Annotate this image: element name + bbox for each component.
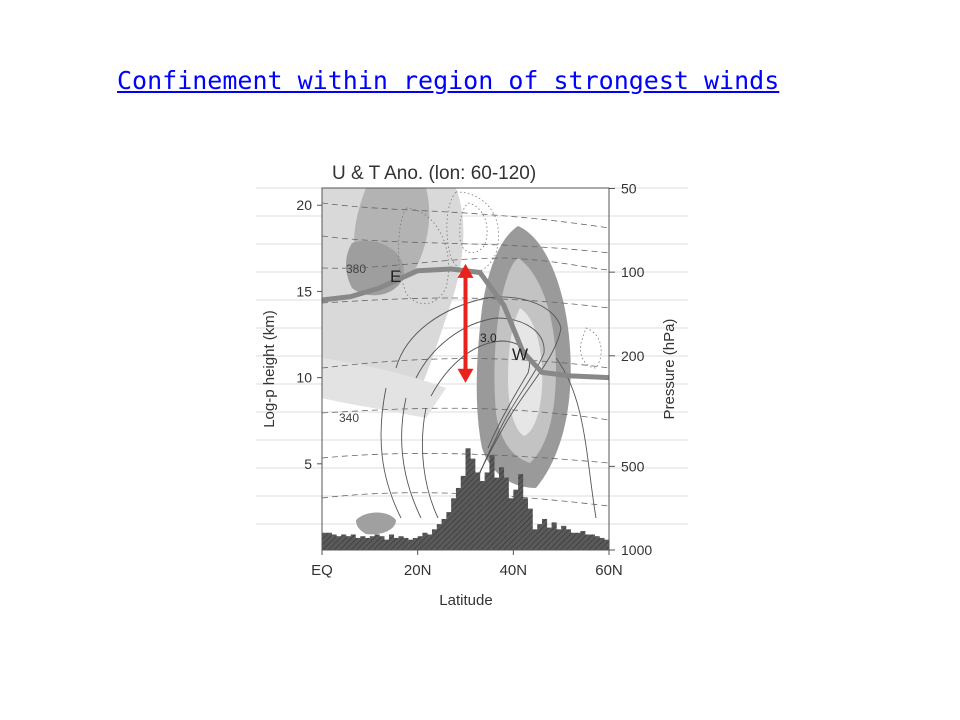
topography-bar (322, 532, 328, 550)
pressure-tick-label: 100 (621, 264, 645, 280)
topography-bar (475, 472, 481, 550)
topography-bar (436, 524, 442, 550)
topography-bar (565, 529, 572, 550)
topography-bar (489, 455, 495, 550)
dotted-contours (398, 191, 602, 369)
topography-bar (551, 522, 557, 550)
topography-bar (345, 536, 351, 550)
x-axis-title: Latitude (439, 592, 492, 608)
topography-bar (494, 477, 500, 550)
topography-bar (403, 537, 409, 550)
y-tick-label: 10 (296, 370, 312, 386)
x-tick-label: 60N (595, 562, 623, 579)
topography-bar (561, 525, 567, 550)
y-tick-label: 5 (304, 456, 312, 472)
topography-bar (441, 518, 447, 550)
x-tick-label: 20N (404, 562, 432, 579)
topography-bar (513, 489, 519, 550)
topography-bar (398, 536, 404, 550)
y-tick-label: 20 (296, 197, 312, 213)
y-tick-label: 15 (296, 283, 312, 299)
topography-bar (556, 529, 562, 550)
topography-bar (355, 537, 361, 550)
topography-bar (326, 532, 332, 550)
topography-bar (412, 537, 418, 550)
topography-bar (336, 536, 342, 550)
topography-bar (388, 534, 395, 550)
topography-bar (379, 536, 385, 550)
topography-bar (542, 518, 548, 550)
arrow-head-up (457, 263, 474, 278)
topography-bar (580, 531, 586, 550)
topography-bar (470, 458, 476, 550)
pressure-tick-label: 500 (621, 458, 645, 474)
pressure-tick-label: 1000 (621, 542, 652, 558)
topography-bar (594, 536, 600, 550)
topography-bar (427, 534, 433, 550)
topography-bar (498, 467, 505, 550)
topography-bar (537, 524, 543, 550)
topography-bar (422, 532, 428, 550)
temperature-contours (322, 202, 609, 507)
tropopause-line (321, 266, 610, 381)
left-axis-ticks: 5 10 15 20 (296, 197, 322, 472)
topography-bar (518, 474, 524, 550)
annotation-E: E (390, 267, 401, 286)
arrow-head-down (457, 368, 474, 383)
topography-bar (570, 532, 576, 550)
topography-bar (408, 539, 414, 550)
topography-bar (532, 529, 538, 550)
topography-bar (604, 539, 610, 550)
annotation-W: W (512, 345, 528, 364)
topography-bar (546, 527, 552, 550)
topography-bar (417, 536, 423, 550)
annotation-3-0: 3.0 (480, 331, 497, 345)
topography-bar (527, 508, 533, 550)
topography-bar (508, 498, 514, 550)
y-axis-title: Log-p height (km) (261, 310, 278, 428)
topography-bar (432, 529, 438, 550)
topography-bar (575, 532, 581, 550)
topography-bar (350, 534, 356, 550)
topography-bar (374, 534, 380, 550)
topography-bar (446, 512, 452, 550)
topography-bar (455, 487, 462, 550)
highlight-arrow (457, 263, 474, 383)
annotation-340: 340 (339, 411, 359, 425)
topography-bars (322, 448, 610, 550)
chart-title: U & T Ano. (lon: 60-120) (332, 163, 536, 184)
chart-figure: U & T Ano. (lon: 60-120) (256, 158, 688, 608)
light-shade-lower-left (322, 358, 446, 418)
pressure-tick-label: 200 (621, 348, 645, 364)
topography-bar (599, 537, 605, 550)
pressure-tick-label: 50 (621, 181, 637, 197)
topography-bar (365, 537, 371, 550)
topography-bar (360, 536, 366, 550)
topography-bar (331, 534, 337, 550)
small-shade-blob (356, 512, 396, 535)
plot-frame (321, 187, 610, 551)
topography-bar (479, 481, 485, 550)
topography-bar (484, 472, 490, 550)
x-tick-label: EQ (311, 562, 333, 579)
topography-bar (393, 537, 399, 550)
x-axis-ticks: EQ 20N 40N 60N (311, 550, 623, 579)
annotation-380: 380 (346, 262, 366, 276)
topography-bar (451, 498, 457, 550)
slide-title[interactable]: Confinement within region of strongest w… (117, 66, 780, 95)
x-tick-label: 40N (500, 562, 528, 579)
topography-bar (341, 534, 347, 550)
topography-bar (465, 448, 471, 550)
chart-svg: U & T Ano. (lon: 60-120) (256, 163, 688, 608)
topography-bar (585, 534, 591, 550)
topography-bar (522, 498, 528, 550)
topography-bar (503, 477, 509, 550)
y-axis-right-title: Pressure (hPa) (661, 319, 678, 420)
topography-bar (460, 475, 466, 550)
topography-bar (589, 534, 595, 550)
right-axis-ticks: 50 100 200 500 1000 (609, 181, 652, 558)
topography-bar (384, 539, 390, 550)
topography-bar (369, 536, 375, 550)
shaded-anomaly-regions (322, 188, 571, 535)
